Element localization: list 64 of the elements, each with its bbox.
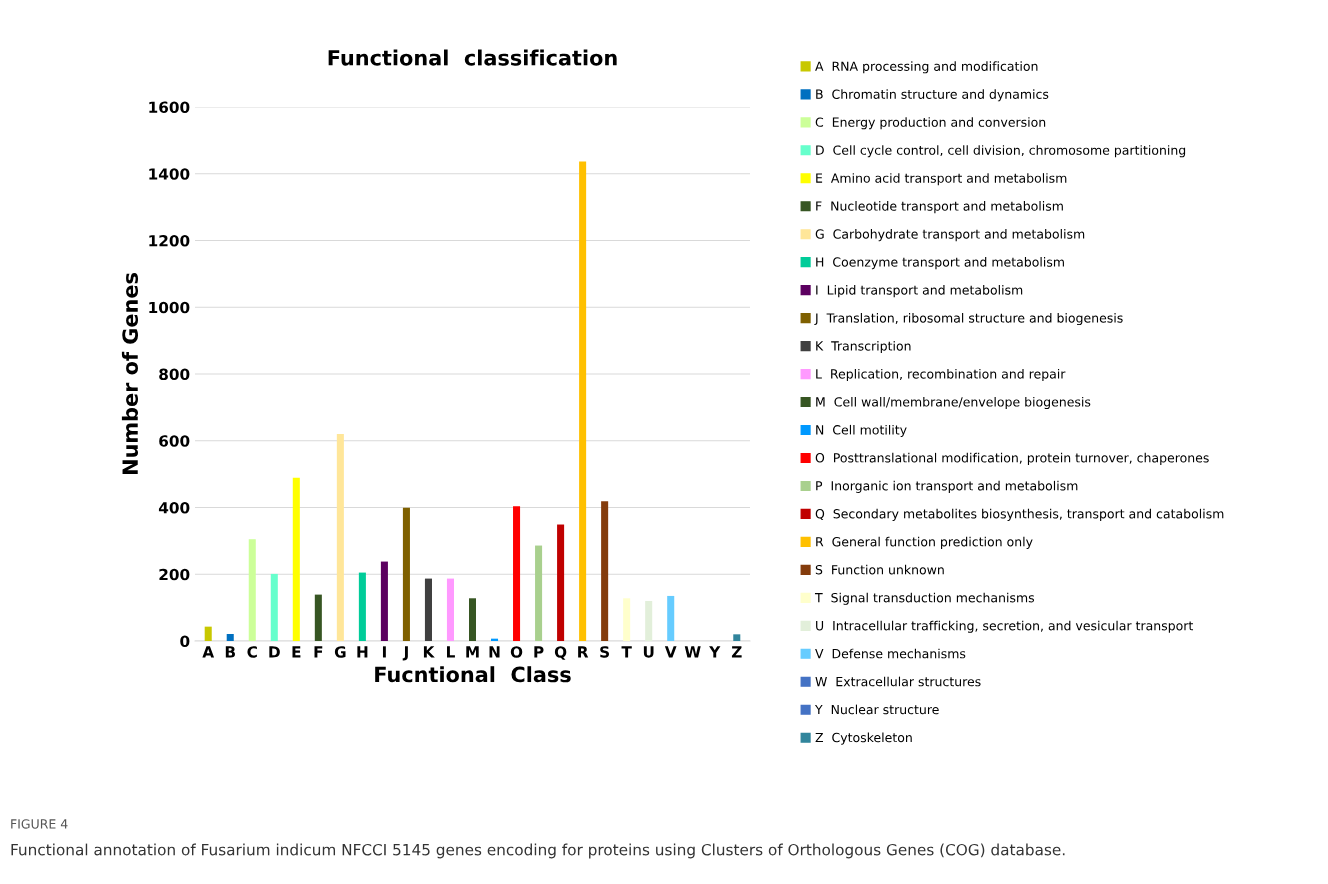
- chart-title: Functional classification: [328, 49, 617, 66]
- legend-label: Q Secondary metabolites biosynthesis, transport and catabolism: [815, 508, 1224, 521]
- y-tick-label: 1200: [149, 234, 190, 247]
- y-tick-label: 800: [159, 368, 190, 381]
- x-tick-label: K: [423, 646, 435, 658]
- x-tick-label: D: [269, 646, 280, 658]
- x-tick-label: C: [247, 646, 257, 658]
- legend-label: H Coenzyme transport and metabolism: [816, 257, 1064, 270]
- x-tick-label: Z: [731, 646, 742, 658]
- legend-label: S Function unknown: [815, 564, 944, 575]
- legend-label: W Extracellular structures: [815, 676, 981, 687]
- legend-label: M Cell wall/membrane/envelope biogenesis: [816, 396, 1091, 410]
- x-tick-label: B: [225, 646, 235, 658]
- x-tick-label: I: [382, 646, 386, 658]
- legend-label: F Nucleotide transport and metabolism: [816, 201, 1063, 214]
- caption: FIGURE 4: [11, 819, 68, 829]
- x-tick-label: M: [466, 646, 479, 658]
- x-tick-label: O: [510, 646, 523, 658]
- x-tick-label: W: [684, 646, 701, 658]
- legend-label: O Posttranslational modification, protein turnover, chaperones: [815, 452, 1209, 465]
- x-tick-label: Y: [709, 646, 721, 658]
- legend-label: B Chromatin structure and dynamics: [816, 89, 1049, 102]
- text: Functional annotation of Fusarium indicum NFCCI 5145 genes encoding for proteins using Clusters of Orthologous Genes (COG) database.: [11, 843, 1065, 859]
- x-tick-label: E: [292, 646, 301, 658]
- x-tick-label: R: [578, 646, 589, 658]
- legend-label: K Transcription: [816, 340, 911, 354]
- legend-label: T Signal transduction mechanisms: [814, 592, 1035, 605]
- legend-label: G Carbohydrate transport and metabolism: [815, 229, 1085, 242]
- legend-label: A RNA processing and modification: [815, 61, 1038, 74]
- x-tick-label: U: [643, 646, 654, 658]
- x-tick-label: J: [402, 646, 408, 661]
- legend-label: J Translation, ribosomal structure and biogenesis: [814, 313, 1123, 326]
- legend-label: C Energy production and conversion: [815, 117, 1046, 130]
- x-tick-label: L: [447, 646, 455, 658]
- y-tick-label: 400: [158, 501, 190, 514]
- legend-label: U Intracellular trafficking, secretion, and vesicular transport: [816, 620, 1194, 633]
- x-tick-label: H: [357, 646, 368, 658]
- y-tick-label: 1400: [149, 168, 190, 180]
- legend-label: V Defense mechanisms: [815, 648, 966, 659]
- x-tick-label: G: [334, 646, 346, 658]
- y-tick-label: 1600: [149, 101, 190, 114]
- y-tick-label: 0: [180, 635, 190, 648]
- legend-label: I Lipid transport and metabolism: [816, 285, 1023, 298]
- legend-label: N Cell motility: [816, 424, 907, 437]
- y-tick-label: 200: [159, 568, 190, 581]
- x-tick-label: A: [202, 646, 215, 658]
- y-tick-label: 1000: [149, 301, 190, 314]
- legend-label: Z Cytoskeleton: [815, 732, 912, 745]
- x-tick-label: T: [621, 646, 632, 658]
- x-axis-title: Fucntional Class: [375, 666, 571, 683]
- legend-label: L Replication, recombination and repair: [816, 368, 1066, 382]
- legend-label: R General function prediction only: [816, 536, 1033, 549]
- y-axis-title: Number of Genes: [121, 273, 139, 474]
- x-tick-label: N: [489, 646, 500, 658]
- x-tick-label: S: [600, 646, 610, 658]
- legend-label: E Amino acid transport and metabolism: [816, 173, 1067, 186]
- x-tick-label: P: [534, 646, 544, 658]
- legend-label: D Cell cycle control, cell division, chromosome partitioning: [816, 145, 1186, 158]
- x-tick-label: V: [664, 646, 677, 658]
- legend-label: Y Nuclear structure: [814, 704, 939, 715]
- x-tick-label: Q: [554, 646, 567, 660]
- y-tick-label: 600: [159, 435, 190, 447]
- x-tick-label: F: [314, 646, 323, 658]
- legend-label: P Inorganic ion transport and metabolism: [816, 480, 1078, 493]
